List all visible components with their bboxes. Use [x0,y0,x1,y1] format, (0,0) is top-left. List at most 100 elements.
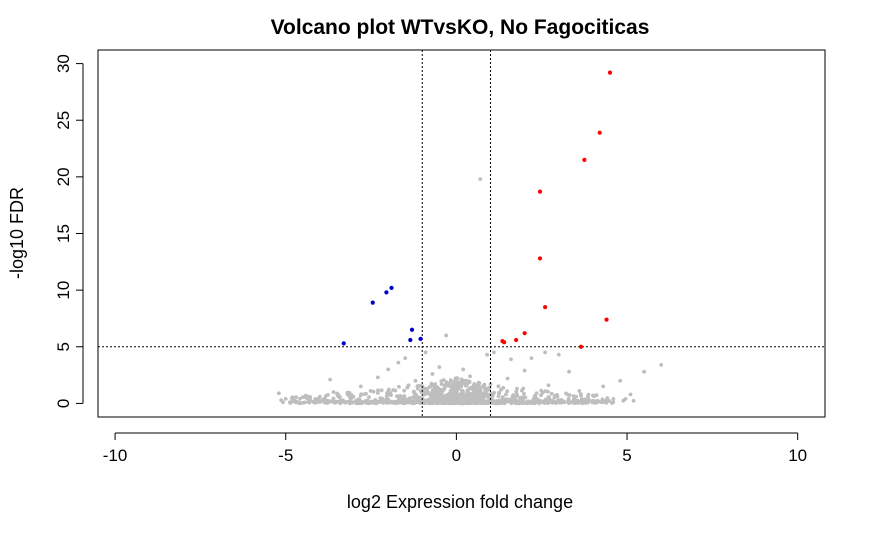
ns-point [429,381,434,386]
ns-point [365,400,370,405]
ns-point [478,177,483,182]
ns-point [564,391,568,396]
ns-point [395,394,399,399]
ns-point [516,400,521,405]
y-tick-label: 5 [54,342,73,351]
ns-point [386,389,391,394]
ns-point [304,395,309,400]
ns-point [485,400,489,405]
ns-point [468,374,472,379]
ns-point [621,398,626,403]
ns-point [496,384,501,389]
ns-point [590,399,595,403]
ns-point [490,394,494,399]
ns-point [375,375,380,380]
ns-point [391,388,396,392]
ns-point [376,388,380,393]
ns-point [605,396,610,400]
ns-point [586,392,591,397]
ns-point [322,396,327,401]
ns-point [539,400,543,405]
ns-point [610,401,614,405]
ns-point [642,369,647,374]
ns-point [379,388,384,393]
y-tick-label: 10 [54,281,73,300]
ns-point [505,376,510,381]
ns-point [585,400,590,405]
ns-point [429,394,433,398]
ns-point [406,383,411,388]
ns-point [445,383,450,388]
ns-point [411,395,416,400]
ns-point [566,400,571,405]
ns-point [318,399,323,404]
ns-point [592,394,596,399]
y-axis-label: -log10 FDR [7,187,27,279]
ns-point [534,396,539,401]
ns-point [440,391,444,396]
ns-point [574,394,578,399]
chart-title: Volcano plot WTvsKO, No Fagociticas [271,16,650,39]
threshold-lines [98,50,825,417]
ns-point [450,391,455,396]
ns-point [415,399,419,403]
ns-point [462,380,467,385]
ns-point [359,400,364,405]
ns-point [330,399,335,404]
ns-point [567,393,572,397]
ns-point [397,384,401,389]
down-regulated-point [384,290,389,295]
y-tick-label: 0 [54,399,73,408]
ns-point [474,387,479,392]
ns-point [571,399,576,404]
ns-point [601,384,606,389]
ns-point [501,386,506,390]
ns-point [566,397,571,401]
ns-point [445,400,449,404]
ns-point [522,368,527,373]
x-tick-label: -10 [103,446,128,465]
ns-point [596,399,600,403]
up-regulated-point [607,70,613,75]
ns-point [485,352,489,357]
ns-point [422,400,427,405]
ns-point [497,390,501,395]
ns-point [436,394,441,399]
down-regulated-point [418,336,423,341]
ns-point [356,399,361,404]
ns-point [313,397,318,401]
ns-point [554,399,559,404]
ns-point [394,400,398,405]
ns-point [350,400,355,405]
ns-point [317,394,322,399]
ns-point [348,398,353,402]
ns-point [397,397,401,402]
ns-point [440,394,444,399]
ns-point [423,350,428,355]
ns-point [349,393,354,397]
ns-point [371,389,376,394]
ns-point [492,390,497,395]
ns-point [328,377,332,382]
up-regulated-point [537,256,543,261]
ns-point [477,401,481,405]
down-regulated-point [370,300,375,305]
ns-point [444,333,449,338]
ns-point [501,398,505,402]
ns-point [492,350,496,355]
ns-point [505,389,510,394]
ns-point [604,401,609,405]
ns-point [397,400,401,405]
ns-point [425,390,430,394]
ns-point [443,396,448,401]
ns-point [534,400,538,405]
up-regulated-point [597,130,602,135]
y-tick-label: 15 [54,224,73,243]
ns-point [484,390,488,395]
ns-point [331,390,336,394]
ns-point [543,389,548,393]
ns-point [518,395,523,400]
ns-point [387,392,392,397]
significant-points [341,70,613,349]
ns-point [283,396,288,401]
